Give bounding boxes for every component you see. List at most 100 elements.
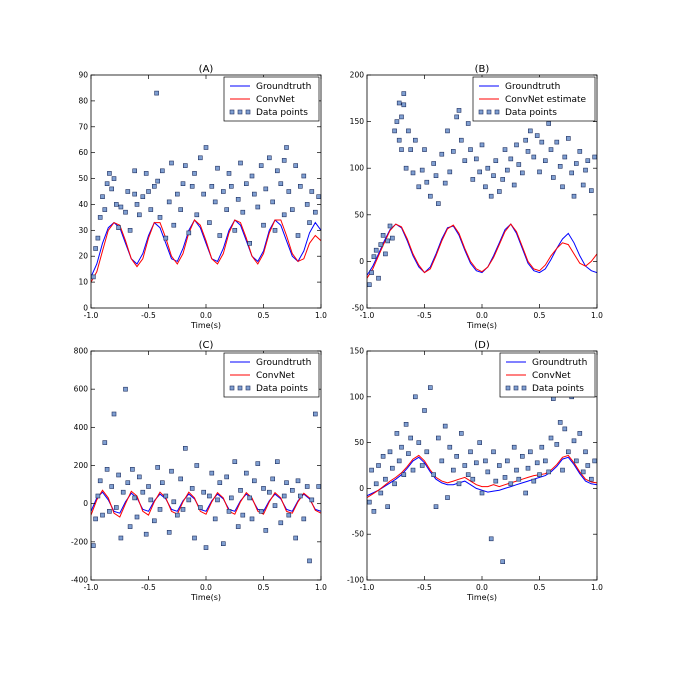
data-point [442,180,448,186]
data-point [523,490,529,496]
data-point [401,91,407,96]
data-point [396,458,402,464]
y-tick-label: 100 [350,392,365,401]
data-point [278,520,284,526]
data-point [424,179,430,185]
data-point [483,184,488,190]
plot-area-b [367,91,597,288]
data-point [485,165,491,171]
data-point [125,189,131,194]
data-point [272,503,278,508]
data-point [560,184,565,190]
data-point [585,463,591,468]
data-point [408,147,414,152]
data-point [261,486,266,491]
data-point [378,242,384,247]
data-point [588,476,594,482]
data-point [114,202,119,207]
data-point [399,147,404,152]
data-point [380,453,386,459]
data-point [217,480,223,486]
data-point [424,449,430,455]
data-point [212,199,218,205]
data-point [286,512,292,518]
data-point [95,235,101,241]
x-tick-label: 0.0 [200,311,212,320]
data-point [588,188,594,193]
legend: Groundtruth ConvNet estimate Data points [472,76,596,122]
data-point [527,128,533,134]
y-tick-label: 200 [74,461,89,470]
data-point [123,209,128,215]
data-point [419,167,425,173]
data-point [312,209,318,215]
data-point [221,541,226,547]
data-point [104,466,110,472]
legend: Groundtruth ConvNet Data points [223,76,320,122]
data-point [194,463,200,468]
data-point [109,484,114,489]
legend-marker-swatch [505,385,511,391]
y-tick-label: 50 [354,210,364,219]
data-point [483,458,488,464]
data-point [175,191,180,197]
data-point [548,147,554,152]
data-point [274,168,280,174]
data-point [203,145,209,150]
legend-marker-swatch [245,109,251,115]
data-point [401,102,407,108]
data-point [247,241,252,246]
data-point [412,394,418,400]
data-point [403,165,409,171]
x-tick-label: -0.5 [417,583,432,592]
data-point [272,228,278,233]
data-point [573,458,579,464]
data-point [281,158,287,163]
data-point [255,204,261,210]
data-point [154,90,159,96]
data-point [143,171,149,176]
data-point [410,170,416,176]
series-line-convnet [367,454,597,499]
data-point [289,207,295,212]
data-point [286,189,292,194]
legend-entry: Data points [229,108,308,118]
data-point [146,189,151,194]
data-point [163,235,169,241]
legend-label: ConvNet estimate [505,95,587,105]
legend-entry: Groundtruth [479,82,560,92]
x-tick-label: 0.5 [534,583,546,592]
data-point [289,487,295,493]
data-point [240,512,246,518]
data-point [207,220,212,225]
data-point [427,385,433,390]
data-point [410,467,416,473]
data-point [396,100,402,106]
data-point [380,233,386,238]
data-point [450,467,456,473]
legend-label: Groundtruth [505,82,560,92]
x-tick-label: 1.0 [591,311,603,320]
y-tick-label: 50 [354,438,364,447]
data-point [261,222,266,228]
data-point [235,524,241,529]
y-tick-label: 60 [78,148,88,157]
data-point [132,168,137,174]
data-point [422,147,427,152]
data-point [97,215,103,220]
y-tick-label: 20 [78,252,88,261]
data-point [91,274,96,280]
data-point [488,536,494,542]
data-point [550,175,556,180]
data-point [403,421,409,427]
panel-title: (A) [199,64,214,75]
data-point [157,507,163,512]
data-point [562,154,568,160]
data-point [508,156,514,162]
data-point [542,158,548,163]
data-point [209,184,215,189]
data-point [143,531,149,537]
data-point [224,207,229,212]
y-tick-label: 150 [350,117,365,126]
data-point [249,516,255,522]
